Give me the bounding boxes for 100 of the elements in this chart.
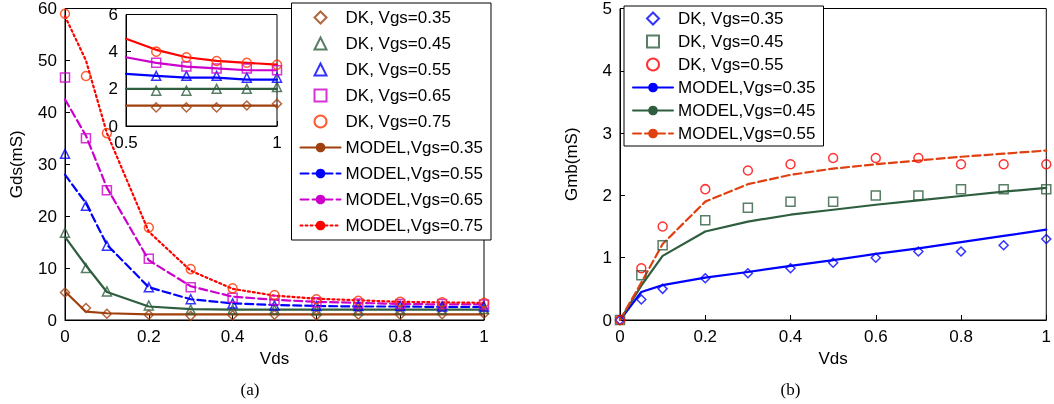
point [150,70,162,82]
legend-label: DK, Vgs=0.45 [345,34,451,53]
point [271,72,283,83]
legend-label: DK, Vgs=0.55 [678,55,784,74]
point [143,282,155,293]
point [998,159,1009,170]
point [271,65,283,76]
point [185,263,196,275]
point [827,257,839,268]
point [700,183,711,195]
point [227,310,238,321]
legend-label: DK, Vgs=0.75 [345,112,451,131]
point [271,81,283,93]
point [59,8,71,19]
point [436,309,448,320]
point [311,304,322,316]
point [241,72,253,83]
point [785,159,796,170]
y-tick-label: 5 [602,0,612,18]
point [742,268,754,279]
point [269,309,280,321]
point [150,102,162,113]
point [211,102,222,113]
point [1041,183,1052,195]
point [742,202,754,214]
point [241,100,253,111]
point [59,287,71,298]
legend-label: MODEL,Vgs=0.45 [678,101,816,120]
point [913,152,924,164]
x-tick-label: 0.8 [949,327,973,346]
x-tick-label: 0.4 [778,327,803,346]
point [101,240,113,252]
point [636,263,647,274]
legend-label: MODEL,Vgs=0.35 [678,78,816,97]
legend-label: MODEL,Vgs=0.35 [345,138,484,157]
point [227,298,238,309]
x-axis-title: Vds [818,349,848,368]
legend-label: DK, Vgs=0.55 [345,60,451,79]
y-tick-label: 3 [602,123,612,143]
x-tick-label: 1 [479,327,489,346]
legend-label: DK, Vgs=0.65 [345,86,451,105]
point [59,72,71,83]
y-tick-label: 40 [38,102,57,122]
point [59,148,71,160]
y-tick-label: 60 [38,0,57,18]
x-tick-label: 0.6 [863,327,888,346]
point [394,309,406,321]
point [80,133,92,144]
point [785,263,796,274]
point [955,183,967,195]
text: (a) [240,380,260,399]
x-tick-label: 1 [1041,327,1052,346]
point [227,304,238,315]
point [271,98,283,109]
point [211,70,222,82]
point [657,239,668,251]
point [185,293,196,305]
legend-label: MODEL,Vgs=0.55 [678,124,816,143]
point [241,57,253,69]
point [150,46,162,57]
point [636,269,647,281]
y-tick-label: 30 [38,154,57,174]
point [785,196,796,207]
point [181,70,192,82]
point [181,51,192,63]
point [269,300,280,311]
point [101,308,113,320]
x-tick-label: 0.2 [693,327,718,346]
point [700,273,711,284]
y-tick-label: 1 [602,248,612,268]
legend-label: MODEL,Vgs=0.65 [345,190,484,209]
y-axis-title: Gmb(mS) [562,127,581,202]
y-tick-label: 2 [602,185,612,205]
point [870,190,882,201]
point [311,310,322,321]
point [143,253,155,264]
legend-label: MODEL,Vgs=0.55 [345,164,484,183]
y-tick-label: 2 [108,79,118,99]
point [657,221,668,232]
x-axis-title: Vds [259,349,290,368]
x-tick-label: 0.6 [304,327,329,346]
point [1041,233,1052,245]
x-tick-label: 0.5 [114,133,138,152]
point [870,252,882,263]
point [181,61,192,72]
point [636,294,647,305]
text: (b) [780,380,801,399]
point [955,246,967,257]
legend-label: DK, Vgs=0.35 [678,9,784,28]
legend-label: MODEL,Vgs=0.75 [345,216,484,235]
point [101,184,113,196]
point [870,152,882,164]
legend-label: DK, Vgs=0.35 [345,8,451,27]
point [227,292,238,303]
point [181,102,192,113]
point [143,309,155,321]
point [269,295,280,306]
y-tick-label: 20 [38,206,57,226]
point [143,222,155,233]
point [353,309,364,321]
